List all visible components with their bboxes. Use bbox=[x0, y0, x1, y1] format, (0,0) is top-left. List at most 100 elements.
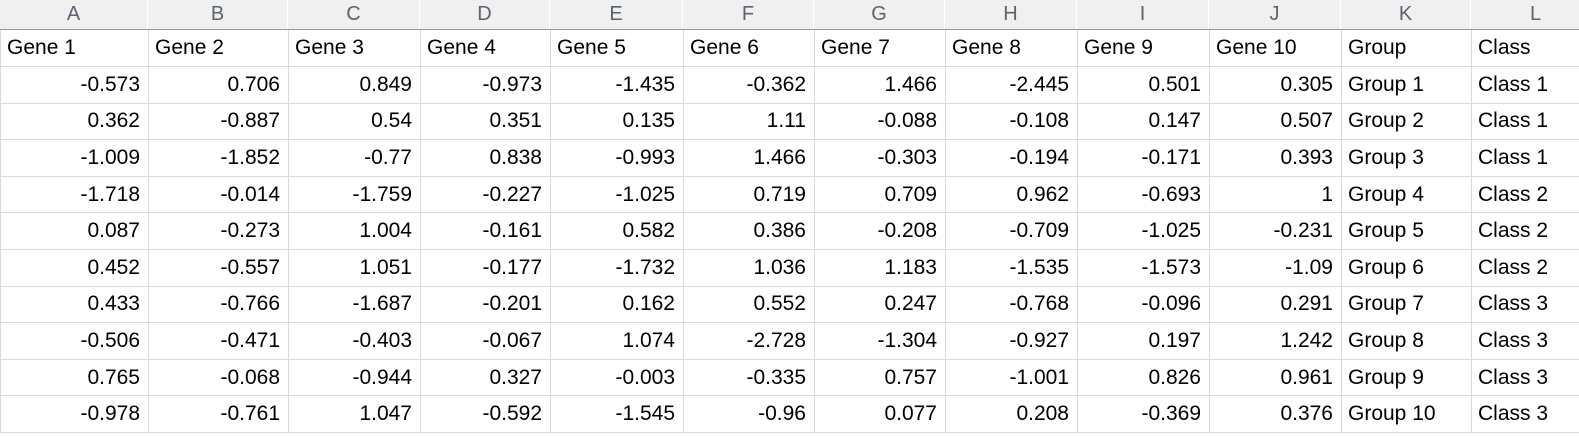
cell[interactable]: -0.761 bbox=[148, 395, 289, 434]
cell[interactable]: 1.242 bbox=[1209, 322, 1342, 360]
cell[interactable]: -0.227 bbox=[420, 176, 551, 214]
cell[interactable]: -0.573 bbox=[0, 66, 149, 104]
column-header-b[interactable]: B bbox=[148, 0, 288, 29]
column-header-c[interactable]: C bbox=[288, 0, 420, 29]
cell[interactable]: -0.506 bbox=[0, 322, 149, 360]
cell[interactable]: 0.961 bbox=[1209, 359, 1342, 397]
header-cell[interactable]: Gene 6 bbox=[683, 30, 815, 68]
cell[interactable]: Class 1 bbox=[1471, 66, 1579, 104]
cell[interactable]: 0.826 bbox=[1077, 359, 1210, 397]
cell[interactable]: 1.074 bbox=[550, 322, 684, 360]
cell[interactable]: -1.001 bbox=[945, 359, 1078, 397]
cell[interactable]: 0.452 bbox=[0, 249, 149, 287]
cell[interactable]: -0.973 bbox=[420, 66, 551, 104]
cell[interactable]: 0.838 bbox=[420, 139, 551, 177]
column-header-k[interactable]: K bbox=[1341, 0, 1471, 29]
cell[interactable]: Group 3 bbox=[1341, 139, 1472, 177]
cell[interactable]: 1.004 bbox=[288, 212, 421, 251]
cell[interactable]: -0.768 bbox=[945, 286, 1078, 324]
cell[interactable]: -1.545 bbox=[550, 395, 684, 434]
cell[interactable]: -1.09 bbox=[1209, 249, 1342, 287]
cell[interactable]: 0.507 bbox=[1209, 103, 1342, 141]
cell[interactable]: -0.369 bbox=[1077, 395, 1210, 434]
header-cell[interactable]: Gene 1 bbox=[0, 30, 149, 68]
cell[interactable]: 0.54 bbox=[288, 103, 421, 141]
column-header-d[interactable]: D bbox=[420, 0, 550, 29]
cell[interactable]: Class 3 bbox=[1471, 322, 1579, 360]
column-header-j[interactable]: J bbox=[1209, 0, 1341, 29]
cell[interactable]: -1.009 bbox=[0, 139, 149, 177]
cell[interactable]: -0.273 bbox=[148, 212, 289, 251]
cell[interactable]: 1.466 bbox=[814, 66, 946, 104]
cell[interactable]: -0.709 bbox=[945, 212, 1078, 251]
cell[interactable]: -0.96 bbox=[683, 395, 815, 434]
cell[interactable]: -2.728 bbox=[683, 322, 815, 360]
header-cell[interactable]: Gene 3 bbox=[288, 30, 421, 68]
cell[interactable]: 0.197 bbox=[1077, 322, 1210, 360]
cell[interactable]: 0.305 bbox=[1209, 66, 1342, 104]
cell[interactable]: -0.231 bbox=[1209, 212, 1342, 251]
cell[interactable]: -0.944 bbox=[288, 359, 421, 397]
cell[interactable]: 1.11 bbox=[683, 103, 815, 141]
cell[interactable]: -0.993 bbox=[550, 139, 684, 177]
cell[interactable]: -0.096 bbox=[1077, 286, 1210, 324]
cell[interactable]: -0.978 bbox=[0, 395, 149, 434]
cell[interactable]: 0.393 bbox=[1209, 139, 1342, 177]
cell[interactable]: 0.552 bbox=[683, 286, 815, 324]
cell[interactable]: -1.025 bbox=[1077, 212, 1210, 251]
cell[interactable]: -1.759 bbox=[288, 176, 421, 214]
cell[interactable]: 0.362 bbox=[0, 103, 149, 141]
column-header-f[interactable]: F bbox=[683, 0, 814, 29]
cell[interactable]: -1.535 bbox=[945, 249, 1078, 287]
cell[interactable]: Group 2 bbox=[1341, 103, 1472, 141]
cell[interactable]: 0.582 bbox=[550, 212, 684, 251]
cell[interactable]: -0.77 bbox=[288, 139, 421, 177]
cell[interactable]: Class 3 bbox=[1471, 395, 1579, 434]
cell[interactable]: Group 8 bbox=[1341, 322, 1472, 360]
cell[interactable]: -0.208 bbox=[814, 212, 946, 251]
cell[interactable]: -0.403 bbox=[288, 322, 421, 360]
cell[interactable]: 0.208 bbox=[945, 395, 1078, 434]
cell[interactable]: -0.171 bbox=[1077, 139, 1210, 177]
cell[interactable]: Class 1 bbox=[1471, 139, 1579, 177]
cell[interactable]: -0.014 bbox=[148, 176, 289, 214]
cell[interactable]: -0.362 bbox=[683, 66, 815, 104]
header-cell[interactable]: Gene 4 bbox=[420, 30, 551, 68]
cell[interactable]: Class 1 bbox=[1471, 103, 1579, 141]
cell[interactable]: Class 3 bbox=[1471, 359, 1579, 397]
cell[interactable]: -1.687 bbox=[288, 286, 421, 324]
cell[interactable]: 0.327 bbox=[420, 359, 551, 397]
cell[interactable]: 0.077 bbox=[814, 395, 946, 434]
column-header-l[interactable]: L bbox=[1471, 0, 1579, 29]
header-cell[interactable]: Group bbox=[1341, 30, 1472, 68]
header-cell[interactable]: Gene 8 bbox=[945, 30, 1078, 68]
cell[interactable]: -0.068 bbox=[148, 359, 289, 397]
cell[interactable]: -1.852 bbox=[148, 139, 289, 177]
column-header-h[interactable]: H bbox=[945, 0, 1077, 29]
cell[interactable]: -1.025 bbox=[550, 176, 684, 214]
cell[interactable]: -0.592 bbox=[420, 395, 551, 434]
cell[interactable]: -1.435 bbox=[550, 66, 684, 104]
column-header-e[interactable]: E bbox=[550, 0, 683, 29]
cell[interactable]: -0.927 bbox=[945, 322, 1078, 360]
cell[interactable]: Class 2 bbox=[1471, 249, 1579, 287]
cell[interactable]: 0.962 bbox=[945, 176, 1078, 214]
cell[interactable]: 0.386 bbox=[683, 212, 815, 251]
cell[interactable]: 1.036 bbox=[683, 249, 815, 287]
cell[interactable]: -0.088 bbox=[814, 103, 946, 141]
cell[interactable]: -1.732 bbox=[550, 249, 684, 287]
cell[interactable]: -1.573 bbox=[1077, 249, 1210, 287]
header-cell[interactable]: Gene 2 bbox=[148, 30, 289, 68]
cell[interactable]: 1 bbox=[1209, 176, 1342, 214]
header-cell[interactable]: Class bbox=[1471, 30, 1579, 68]
column-header-g[interactable]: G bbox=[814, 0, 945, 29]
cell[interactable]: -1.304 bbox=[814, 322, 946, 360]
cell[interactable]: -0.177 bbox=[420, 249, 551, 287]
cell[interactable]: -0.003 bbox=[550, 359, 684, 397]
cell[interactable]: 0.849 bbox=[288, 66, 421, 104]
cell[interactable]: Group 6 bbox=[1341, 249, 1472, 287]
cell[interactable]: 1.051 bbox=[288, 249, 421, 287]
cell[interactable]: 0.501 bbox=[1077, 66, 1210, 104]
cell[interactable]: 0.706 bbox=[148, 66, 289, 104]
cell[interactable]: 0.351 bbox=[420, 103, 551, 141]
